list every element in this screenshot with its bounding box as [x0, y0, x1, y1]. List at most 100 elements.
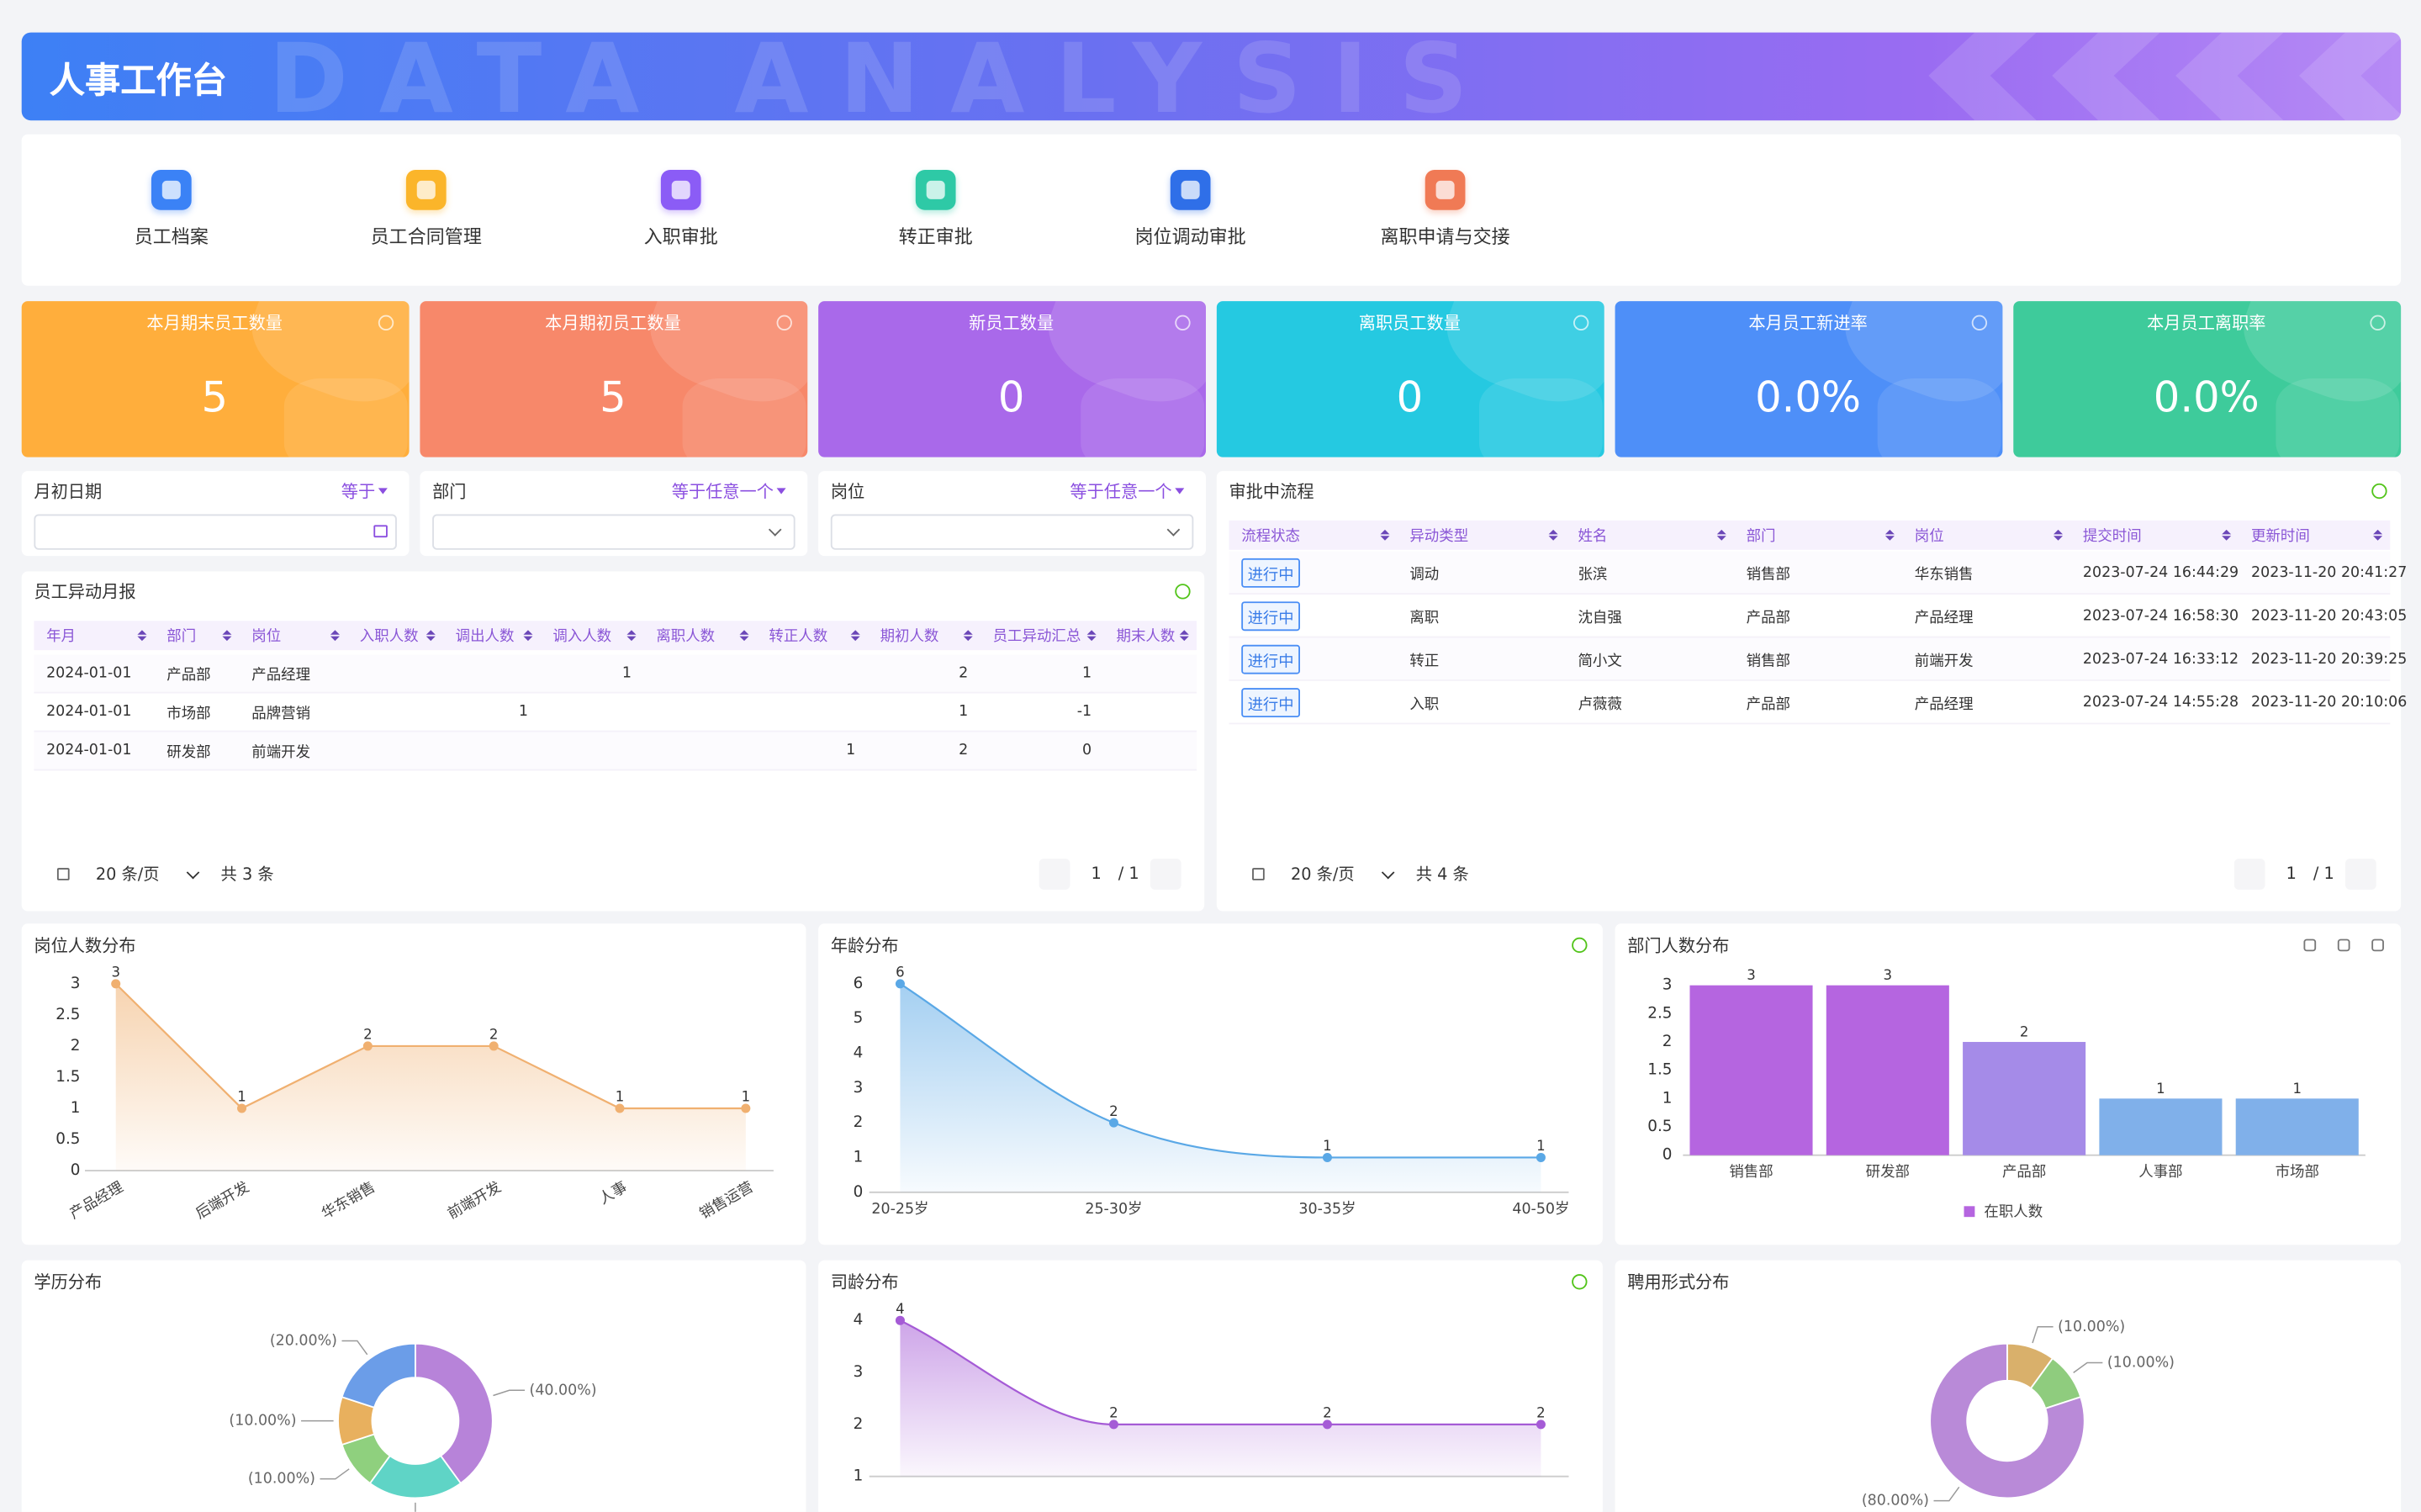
column-header[interactable]: 更新时间: [2251, 528, 2310, 546]
filter-operator[interactable]: 等于: [341, 481, 376, 502]
chart-card: [818, 1260, 1603, 1512]
table-cell: 离职: [1409, 610, 1440, 627]
current-page[interactable]: 1: [2286, 864, 2297, 884]
column-header[interactable]: 部门: [1746, 528, 1776, 546]
shortcut-label[interactable]: 转正审批: [898, 226, 973, 248]
shortcut-icon[interactable]: [1170, 170, 1211, 210]
prev-page[interactable]: [1039, 859, 1070, 890]
kpi-label: 本月员工新进率: [1748, 313, 1868, 334]
shortcut-label[interactable]: 离职申请与交接: [1380, 226, 1510, 248]
column-header[interactable]: 调入人数: [552, 628, 612, 646]
current-page[interactable]: 1: [1091, 864, 1102, 884]
page-size[interactable]: 20 条/页: [1290, 865, 1355, 885]
kpi-card: [2013, 301, 2402, 457]
filter-operator[interactable]: 等于任意一个: [1070, 481, 1172, 502]
table-cell: 2023-11-20 20:10:06: [2251, 694, 2408, 711]
next-page[interactable]: [2345, 859, 2376, 890]
table-cell: 1: [1082, 664, 1092, 682]
sort-icon: [2373, 536, 2383, 541]
filter-label: 岗位: [830, 481, 865, 502]
status-tag: 进行中: [1241, 688, 1300, 718]
table-cell: 调动: [1409, 566, 1440, 584]
shortcut-icon[interactable]: [660, 170, 701, 210]
sort-icon: [2054, 536, 2064, 541]
toolbar-icon[interactable]: [2303, 938, 2317, 952]
info-icon: [1175, 584, 1191, 600]
kpi-label: 离职员工数量: [1358, 313, 1461, 334]
column-header[interactable]: 岗位: [251, 628, 282, 646]
table-cell: 2023-07-24 16:58:30: [2082, 607, 2239, 625]
kpi-label: 本月期末员工数量: [146, 313, 283, 334]
toolbar-icon[interactable]: [2371, 938, 2384, 952]
next-page[interactable]: [1150, 859, 1181, 890]
info-icon: [378, 315, 394, 331]
column-header[interactable]: 姓名: [1578, 528, 1608, 546]
table-cell: 2023-11-20 20:39:25: [2251, 651, 2408, 669]
shortcut-label[interactable]: 员工合同管理: [370, 226, 482, 248]
column-header[interactable]: 员工异动汇总: [992, 628, 1081, 646]
icon-glyph: [1435, 180, 1455, 199]
shortcut-label[interactable]: 入职审批: [643, 226, 718, 248]
filter-input[interactable]: [830, 514, 1194, 550]
column-header[interactable]: 部门: [167, 628, 197, 646]
table-cell: 销售部: [1746, 653, 1790, 671]
table-cell: 产品经理: [1914, 610, 1974, 627]
table-cell: 1: [621, 664, 632, 682]
table-cell: 前端开发: [251, 744, 311, 762]
column-header[interactable]: 期初人数: [880, 628, 939, 646]
shortcut-label[interactable]: 员工档案: [134, 226, 209, 248]
banner-decoration: [1928, 32, 2402, 121]
sort-icon: [1179, 630, 1189, 635]
sort-icon: [2222, 529, 2232, 535]
column-header[interactable]: 入职人数: [359, 628, 419, 646]
kpi-card: [21, 301, 410, 457]
table-cell: 产品经理: [251, 667, 311, 685]
prev-page[interactable]: [2233, 859, 2265, 890]
column-header[interactable]: 离职人数: [656, 628, 716, 646]
column-header[interactable]: 异动类型: [1409, 528, 1469, 546]
filter-input[interactable]: [432, 514, 796, 550]
page-size[interactable]: 20 条/页: [95, 865, 160, 885]
table-header: [34, 620, 1197, 650]
column-header[interactable]: 期末人数: [1116, 628, 1176, 646]
kpi-value: 5: [201, 374, 228, 423]
info-icon: [1971, 315, 1988, 331]
table-cell: 产品部: [1746, 696, 1790, 714]
filter-input[interactable]: [34, 514, 397, 550]
shortcut-icon[interactable]: [151, 170, 192, 210]
shortcut-label[interactable]: 岗位调动审批: [1134, 226, 1246, 248]
filter-operator[interactable]: 等于任意一个: [671, 481, 774, 502]
operator-caret: [1175, 488, 1185, 494]
sort-icon: [963, 636, 973, 642]
table-cell: 2: [959, 742, 969, 759]
sort-icon: [850, 630, 860, 635]
table-cell: 1: [518, 703, 528, 721]
column-header[interactable]: 流程状态: [1241, 528, 1301, 546]
page-size-icon: [56, 868, 70, 880]
column-header[interactable]: 提交时间: [2082, 528, 2142, 546]
sort-icon: [2373, 529, 2383, 535]
column-header[interactable]: 调出人数: [455, 628, 515, 646]
chart-card: [21, 1260, 806, 1512]
column-header[interactable]: 转正人数: [769, 628, 828, 646]
sort-icon: [137, 630, 147, 635]
table-cell: 产品部: [1746, 610, 1790, 627]
shortcut-icon[interactable]: [405, 170, 447, 210]
kpi-label: 新员工数量: [969, 313, 1055, 334]
column-header[interactable]: 年月: [46, 628, 76, 646]
shortcut-icon[interactable]: [1425, 170, 1466, 210]
table-cell: 2: [959, 664, 969, 682]
shortcut-icon[interactable]: [915, 170, 956, 210]
sort-icon: [426, 636, 436, 642]
sort-icon: [2222, 536, 2232, 541]
kpi-decoration: [1877, 378, 2001, 457]
info-icon: [1572, 1274, 1588, 1290]
table-cell: 2023-07-24 16:44:29: [2082, 564, 2239, 582]
table-row: [1229, 680, 2391, 725]
column-header[interactable]: 岗位: [1914, 528, 1944, 546]
table-cell: 1: [846, 742, 856, 759]
shortcut-panel: [21, 134, 2402, 286]
toolbar-icon[interactable]: [2337, 938, 2350, 952]
